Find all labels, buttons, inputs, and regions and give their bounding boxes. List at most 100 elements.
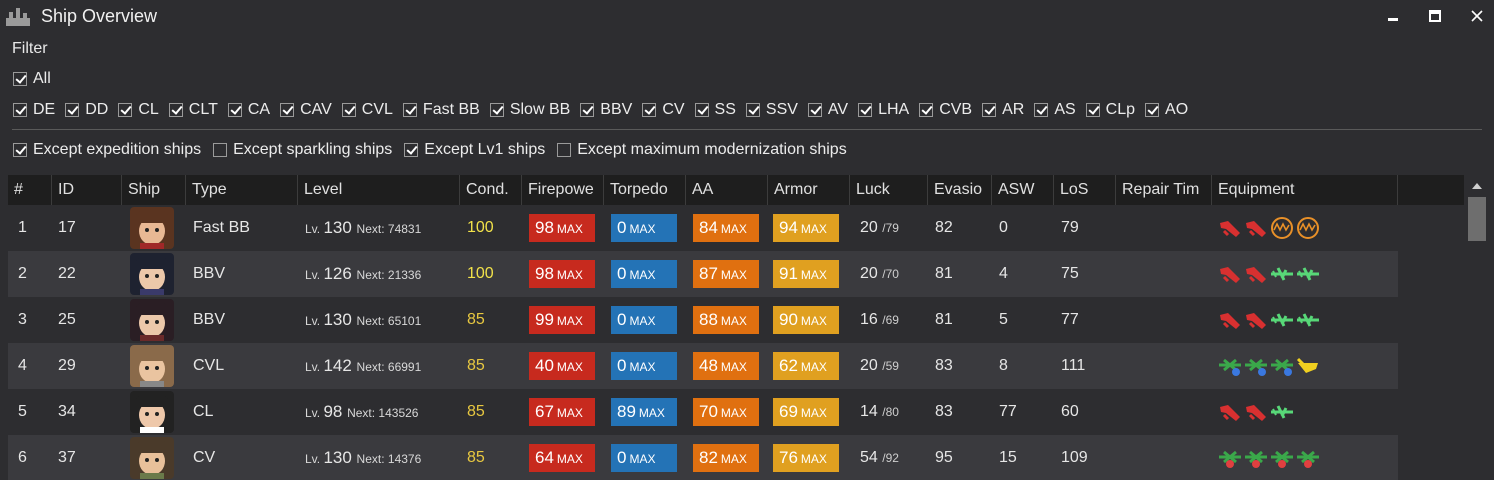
filter-ao-box[interactable]	[1145, 103, 1160, 117]
filter-as[interactable]: AS	[1034, 101, 1076, 119]
minimize-button[interactable]	[1378, 5, 1408, 27]
column-header-5[interactable]: Level	[298, 175, 460, 205]
maximize-button[interactable]	[1420, 5, 1450, 27]
green-seaplane-icon[interactable]	[1296, 263, 1320, 285]
except-filter-3-box[interactable]	[404, 143, 419, 157]
filter-ar[interactable]: AR	[982, 101, 1024, 119]
green-seaplane-icon[interactable]	[1270, 401, 1294, 423]
except-filter-2[interactable]: Except sparkling ships	[213, 141, 392, 159]
filter-fast-bb[interactable]: Fast BB	[402, 101, 480, 119]
filter-ca-box[interactable]	[227, 103, 242, 117]
filter-as-box[interactable]	[1034, 103, 1049, 117]
filter-lha-box[interactable]	[858, 103, 873, 117]
filter-ssv-box[interactable]	[745, 103, 760, 117]
column-header-14[interactable]: LoS	[1054, 175, 1116, 205]
orange-radar-icon[interactable]	[1270, 217, 1294, 239]
filter-cvl[interactable]: CVL	[341, 101, 393, 119]
filter-cv[interactable]: CV	[642, 101, 685, 119]
column-header-3[interactable]: Ship	[122, 175, 186, 205]
table-row[interactable]: 4 29 CVL Lv. 142 Next: 66991 85 40 MAX 0 MAX 48 MA…	[8, 343, 1398, 389]
except-filter-4-box[interactable]	[557, 143, 572, 157]
red-gun-icon[interactable]	[1218, 401, 1242, 423]
filter-ss-box[interactable]	[694, 103, 709, 117]
filter-cl[interactable]: CL	[118, 101, 159, 119]
filter-cav-box[interactable]	[280, 103, 295, 117]
column-header-6[interactable]: Cond.	[460, 175, 522, 205]
column-header-11[interactable]: Luck	[850, 175, 928, 205]
green-fighter-icon[interactable]	[1270, 355, 1294, 377]
filter-ss[interactable]: SS	[694, 101, 736, 119]
filter-clt[interactable]: CLT	[168, 101, 218, 119]
filter-cl-box[interactable]	[118, 103, 133, 117]
filter-cvl-box[interactable]	[341, 103, 356, 117]
green-bomber-icon[interactable]	[1244, 447, 1268, 469]
orange-radar-icon[interactable]	[1296, 217, 1320, 239]
green-seaplane-icon[interactable]	[1296, 309, 1320, 331]
filter-ao[interactable]: AO	[1145, 101, 1188, 119]
green-bomber-icon[interactable]	[1270, 447, 1294, 469]
green-fighter-icon[interactable]	[1244, 355, 1268, 377]
filter-lha[interactable]: LHA	[858, 101, 909, 119]
red-gun-icon[interactable]	[1218, 217, 1242, 239]
red-gun-icon[interactable]	[1244, 401, 1268, 423]
filter-dd[interactable]: DD	[65, 101, 108, 119]
table-row[interactable]: 5 34 CL Lv. 98 Next: 143526 85 67 MAX 89 MAX 70 MA…	[8, 389, 1398, 435]
red-gun-icon[interactable]	[1244, 217, 1268, 239]
red-gun-icon[interactable]	[1218, 263, 1242, 285]
green-seaplane-icon[interactable]	[1270, 309, 1294, 331]
vertical-scrollbar[interactable]	[1466, 175, 1488, 480]
filter-cvb-box[interactable]	[919, 103, 934, 117]
column-header-13[interactable]: ASW	[992, 175, 1054, 205]
column-header-4[interactable]: Type	[186, 175, 298, 205]
scroll-up-icon[interactable]	[1466, 177, 1488, 195]
filter-dd-box[interactable]	[65, 103, 80, 117]
filter-cv-box[interactable]	[642, 103, 657, 117]
green-seaplane-icon[interactable]	[1270, 263, 1294, 285]
table-row[interactable]: 3 25 BBV Lv. 130 Next: 65101 85 99 MAX 0 MAX 88 MA…	[8, 297, 1398, 343]
yellow-plane-icon[interactable]	[1296, 355, 1320, 377]
column-header-10[interactable]: Armor	[768, 175, 850, 205]
column-header-15[interactable]: Repair Tim	[1116, 175, 1212, 205]
filter-clp[interactable]: CLp	[1085, 101, 1135, 119]
except-filter-1-box[interactable]	[13, 143, 27, 157]
filter-clp-box[interactable]	[1085, 103, 1100, 117]
column-header-2[interactable]: ID	[52, 175, 122, 205]
column-header-7[interactable]: Firepowe	[522, 175, 604, 205]
except-filter-4[interactable]: Except maximum modernization ships	[557, 141, 847, 159]
scroll-thumb[interactable]	[1468, 197, 1486, 241]
close-button[interactable]	[1462, 5, 1492, 27]
filter-fast-bb-box[interactable]	[402, 103, 417, 117]
column-header-1[interactable]: #	[8, 175, 52, 205]
filter-slow-bb-box[interactable]	[489, 103, 504, 117]
filter-clt-box[interactable]	[168, 103, 183, 117]
column-header-12[interactable]: Evasio	[928, 175, 992, 205]
filter-cvb[interactable]: CVB	[919, 101, 972, 119]
filter-bbv[interactable]: BBV	[580, 101, 632, 119]
table-row[interactable]: 6 37 CV Lv. 130 Next: 14376 85 64 MAX 0 MAX 82 MAX…	[8, 435, 1398, 480]
filter-all-checkbox[interactable]: All	[13, 70, 51, 91]
green-bomber-icon[interactable]	[1218, 447, 1242, 469]
green-bomber-icon[interactable]	[1296, 447, 1320, 469]
filter-de[interactable]: DE	[13, 101, 55, 119]
table-row[interactable]: 1 17 Fast BB Lv. 130 Next: 74831 100 98 MAX 0 MA…	[8, 205, 1398, 251]
column-header-8[interactable]: Torpedo	[604, 175, 686, 205]
red-gun-icon[interactable]	[1244, 263, 1268, 285]
filter-av[interactable]: AV	[807, 101, 848, 119]
filter-ca[interactable]: CA	[227, 101, 270, 119]
green-fighter-icon[interactable]	[1218, 355, 1242, 377]
except-filter-2-box[interactable]	[213, 143, 228, 157]
filter-cav[interactable]: CAV	[280, 101, 332, 119]
filter-slow-bb[interactable]: Slow BB	[489, 101, 570, 119]
filter-ssv[interactable]: SSV	[745, 101, 798, 119]
except-filter-1[interactable]: Except expedition ships	[13, 141, 201, 159]
filter-bbv-box[interactable]	[580, 103, 595, 117]
filter-de-box[interactable]	[13, 103, 27, 117]
except-filter-3[interactable]: Except Lv1 ships	[404, 141, 545, 159]
filter-av-box[interactable]	[807, 103, 822, 117]
column-header-16[interactable]: Equipment	[1212, 175, 1398, 205]
red-gun-icon[interactable]	[1244, 309, 1268, 331]
all-check-box[interactable]	[13, 72, 27, 86]
table-row[interactable]: 2 22 BBV Lv. 126 Next: 21336 100 98 MAX 0 MAX 87 M…	[8, 251, 1398, 297]
filter-ar-box[interactable]	[982, 103, 997, 117]
column-header-9[interactable]: AA	[686, 175, 768, 205]
